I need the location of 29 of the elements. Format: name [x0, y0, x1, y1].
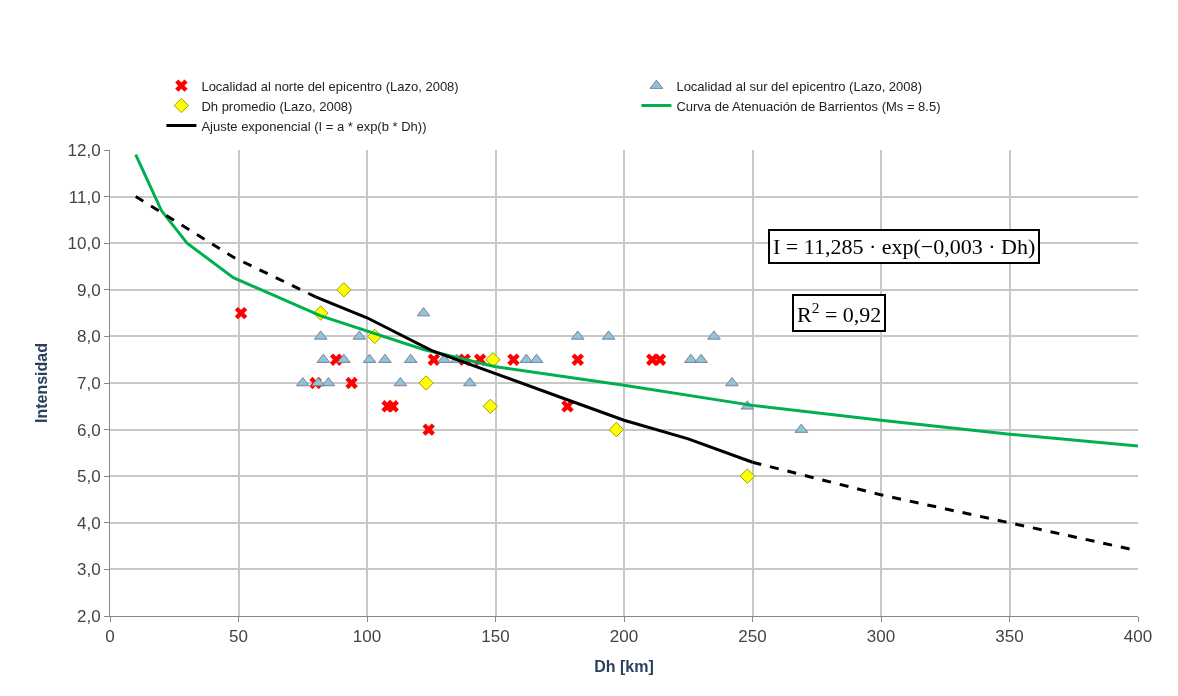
x-tick-label: 0: [105, 627, 115, 647]
legend-label: Localidad al norte del epicentro (Lazo, 2008): [201, 78, 459, 94]
y-tick-label: 5,0: [76, 467, 101, 487]
y-axis-title: Intensidad: [33, 342, 51, 424]
y-tick-label: 9,0: [76, 280, 101, 300]
x-tick-label: 50: [229, 627, 248, 647]
y-tick-label: 8,0: [76, 327, 101, 347]
x-tick-label: 100: [352, 627, 382, 647]
y-tick-label: 11,0: [68, 187, 101, 207]
y-tick-label: 2,0: [76, 606, 101, 626]
y-tick-label: 10,0: [67, 234, 101, 254]
y-tick-label: 7,0: [76, 373, 101, 393]
x-axis-title: Dh [km]: [594, 658, 654, 676]
x-tick-label: 300: [866, 627, 896, 647]
y-tick-label: 6,0: [76, 420, 101, 440]
y-tick-label: 4,0: [76, 513, 101, 533]
legend-label: Dh promedio (Lazo, 2008): [201, 98, 353, 114]
legend-label: Localidad al sur del epicentro (Lazo, 2008): [676, 78, 923, 94]
legend-label: Ajuste exponencial (I = a * exp(b * Dh)): [201, 118, 427, 134]
y-tick-label: 3,0: [76, 560, 101, 580]
x-tick-label: 350: [995, 627, 1024, 647]
x-tick-label: 150: [481, 627, 510, 647]
x-tick-label: 250: [738, 627, 767, 647]
annotation: I = 11,285 · exp(−0,003 · Dh): [773, 234, 1036, 259]
legend-label: Curva de Atenuación de Barrientos (Ms = 8.5): [676, 98, 941, 114]
x-tick-label: 400: [1123, 627, 1153, 647]
y-tick-label: 12,0: [67, 140, 101, 160]
annotation: R$^{2}$ = 0,92: [797, 299, 882, 328]
x-tick-label: 200: [609, 627, 639, 647]
